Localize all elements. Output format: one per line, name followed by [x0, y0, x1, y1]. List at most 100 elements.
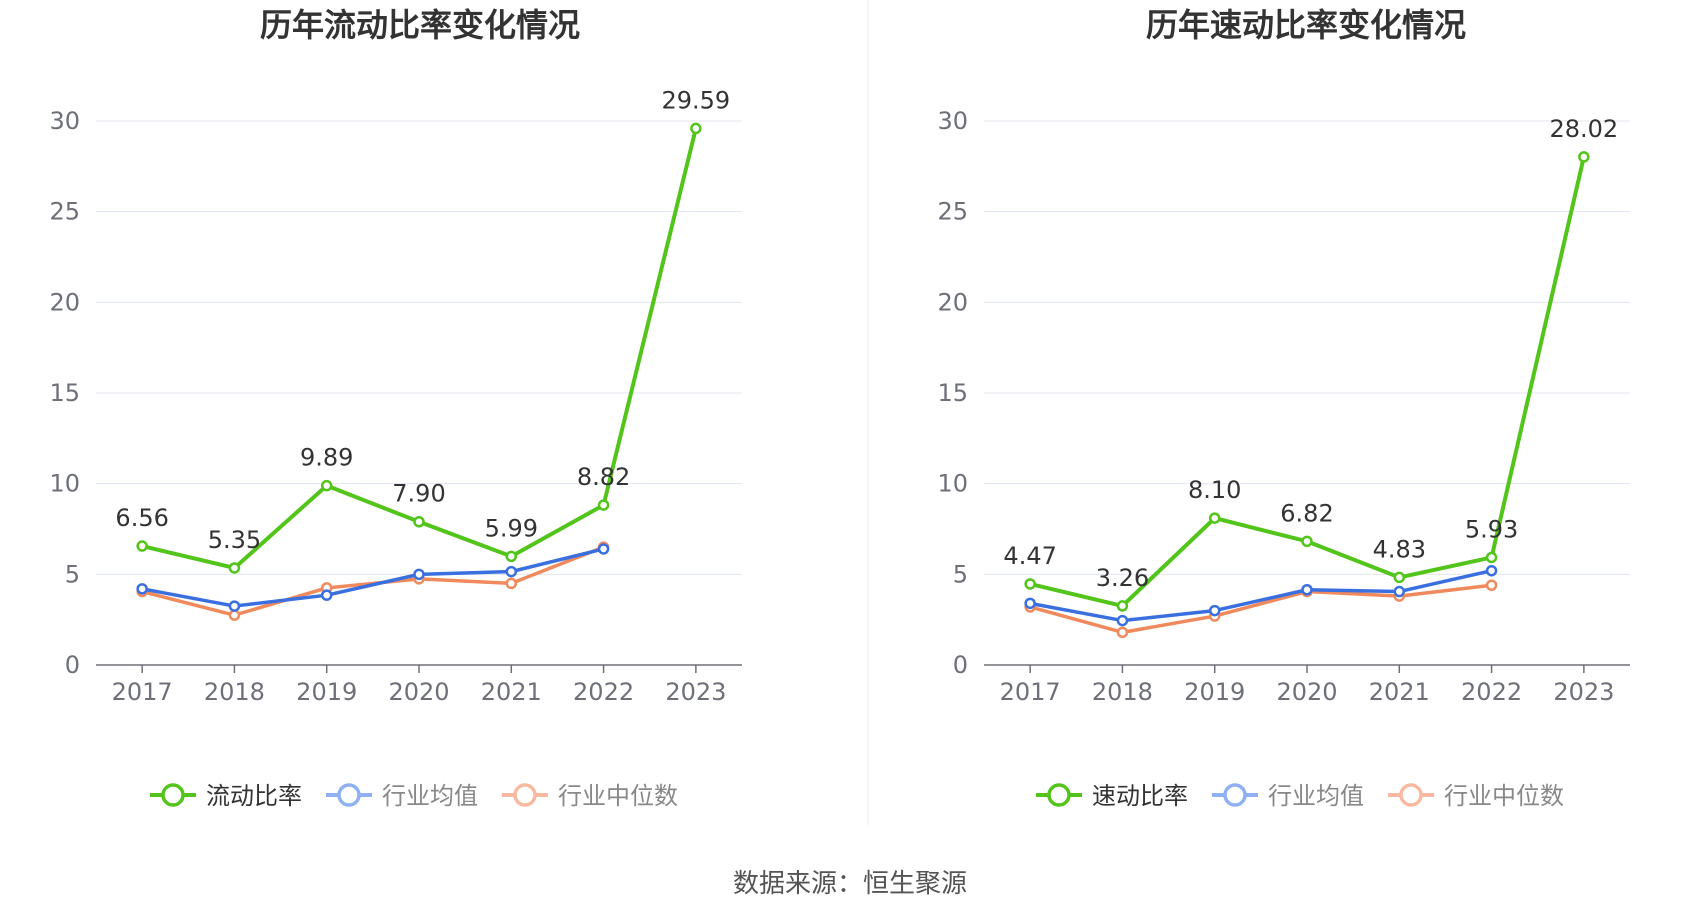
- data-point: [597, 543, 610, 555]
- series-2: [1024, 564, 1498, 627]
- data-point: [690, 122, 702, 135]
- x-tick-label: 2021: [481, 678, 542, 706]
- legend-item-1[interactable]: 速动比率: [1036, 782, 1188, 810]
- x-tick-label: 2018: [1092, 678, 1153, 706]
- legend-label: 行业中位数: [1444, 782, 1564, 810]
- data-point: [228, 562, 241, 574]
- data-point: [1208, 604, 1221, 617]
- chart-panel-1: 历年流动比率变化情况 0 5 10 15 20 25 30 2017 2018 2019 2020 20…: [49, 6, 742, 810]
- legend-item-3[interactable]: 行业中位数: [1388, 782, 1564, 810]
- legend-item-3[interactable]: 行业中位数: [502, 782, 678, 810]
- x-tick-label: 2018: [204, 678, 265, 706]
- data-point: [228, 609, 241, 621]
- legend-item-1[interactable]: 流动比率: [150, 782, 302, 810]
- y-tick-label: 15: [937, 379, 968, 407]
- data-label: 28.02: [1549, 115, 1618, 143]
- y-tick-label: 20: [49, 288, 80, 316]
- legend-label: 流动比率: [206, 782, 302, 810]
- x-tick-label: 2021: [1369, 678, 1430, 706]
- data-point: [1485, 564, 1498, 577]
- data-label: 7.90: [392, 480, 445, 508]
- data-point: [320, 589, 333, 601]
- data-label: 8.10: [1188, 476, 1241, 504]
- legend-item-2[interactable]: 行业均值: [326, 782, 478, 810]
- x-tick-label: 2020: [1276, 678, 1337, 706]
- data-point: [1301, 583, 1313, 596]
- chart-title: 历年流动比率变化情况: [260, 6, 580, 44]
- x-tick-label: 2022: [1461, 678, 1522, 706]
- x-tick-label: 2022: [573, 678, 634, 706]
- data-label: 8.82: [577, 463, 630, 491]
- x-tick-label: 2023: [1553, 678, 1614, 706]
- data-label: 6.82: [1280, 499, 1333, 527]
- series-2: [136, 543, 610, 612]
- x-tick-label: 2017: [1000, 678, 1061, 706]
- data-point: [1024, 597, 1036, 610]
- legend-marker-icon: [1223, 783, 1247, 807]
- data-point: [1393, 585, 1406, 598]
- data-label: 3.26: [1096, 564, 1149, 592]
- data-label: 29.59: [661, 86, 730, 114]
- data-label: 5.35: [208, 526, 261, 554]
- legend-label: 行业中位数: [558, 782, 678, 810]
- y-tick-label: 0: [65, 651, 80, 679]
- data-point: [1116, 614, 1129, 627]
- legend-marker-icon: [161, 783, 185, 807]
- legend-label: 行业均值: [1268, 782, 1364, 810]
- y-tick-label: 0: [953, 651, 968, 679]
- y-tick-label: 10: [937, 470, 968, 498]
- series-line: [141, 547, 604, 608]
- series-line: [1029, 583, 1492, 635]
- legend-item-2[interactable]: 行业均值: [1212, 782, 1364, 810]
- legend-marker-icon: [1047, 783, 1071, 807]
- data-point: [136, 583, 148, 595]
- legend-marker-icon: [337, 783, 361, 807]
- legend-marker-icon: [513, 783, 537, 807]
- data-point: [1301, 535, 1313, 548]
- data-point: [1116, 600, 1129, 612]
- y-tick-label: 20: [937, 288, 968, 316]
- data-label: 9.89: [300, 444, 353, 472]
- x-tick-label: 2019: [1184, 678, 1245, 706]
- y-tick-label: 5: [953, 560, 968, 588]
- series-line: [141, 545, 605, 617]
- data-point: [505, 577, 518, 590]
- y-tick-label: 5: [65, 560, 80, 588]
- data-point: [1485, 551, 1498, 564]
- data-point: [413, 515, 425, 528]
- data-point: [1116, 626, 1129, 639]
- chart-panel-2: 历年速动比率变化情况 0 5 10 15 20 25 30 2017 2018 2019 2020 20…: [937, 6, 1630, 810]
- x-tick-label: 2023: [665, 678, 726, 706]
- series-1: 4.47 3.26 8.10 6.82 4.83 5.93 28.02: [1003, 115, 1618, 612]
- legend-label: 行业均值: [382, 782, 478, 810]
- legend-marker-icon: [1399, 783, 1423, 807]
- data-point: [413, 568, 425, 581]
- data-point: [505, 565, 518, 578]
- data-point: [1578, 151, 1590, 163]
- data-point: [1208, 512, 1221, 524]
- y-tick-label: 15: [49, 379, 80, 407]
- data-point: [505, 550, 518, 563]
- y-tick-label: 10: [49, 470, 80, 498]
- data-label: 4.83: [1373, 535, 1426, 563]
- x-tick-label: 2019: [296, 678, 357, 706]
- data-point: [1024, 578, 1036, 590]
- data-label: 4.47: [1003, 542, 1056, 570]
- y-tick-label: 30: [49, 107, 80, 135]
- data-label: 5.99: [485, 514, 538, 542]
- series-line: [1029, 568, 1492, 623]
- data-point: [1393, 571, 1406, 584]
- y-tick-label: 25: [49, 198, 80, 226]
- data-point: [1485, 579, 1498, 591]
- data-label: 5.93: [1465, 515, 1518, 543]
- series-1: 6.56 5.35 9.89 7.90 5.99 8.82 29.59: [115, 86, 730, 574]
- x-tick-label: 2017: [112, 678, 173, 706]
- data-point: [320, 479, 333, 492]
- data-point: [136, 540, 148, 552]
- data-label: 6.56: [115, 504, 168, 532]
- x-tick-label: 2020: [388, 678, 449, 706]
- series-3: [136, 541, 610, 621]
- y-tick-label: 30: [937, 107, 968, 135]
- y-tick-label: 25: [937, 198, 968, 226]
